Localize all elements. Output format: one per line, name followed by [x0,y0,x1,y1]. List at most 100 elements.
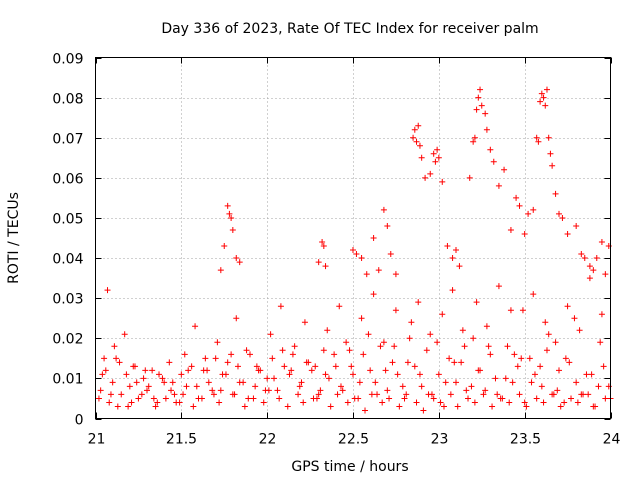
data-point [253,363,260,370]
data-point [236,379,243,386]
data-point [430,395,437,402]
data-point [573,222,580,229]
data-point [260,399,267,406]
data-point [162,395,169,402]
grid-lines [95,57,611,419]
data-point [537,98,544,105]
data-point [327,403,334,410]
data-point [379,399,386,406]
y-tick-label: 0.08 [52,92,83,108]
data-point [380,339,387,346]
x-axis-ticks: 21 21.5 22 22.5 23 23.5 24 [88,57,620,448]
data-point [502,375,509,382]
data-point [538,90,545,97]
data-point [514,363,521,370]
data-point [113,355,120,362]
data-point [370,235,377,241]
data-point [495,283,502,290]
data-point [434,146,441,153]
data-point [295,391,302,398]
data-point [435,371,442,378]
data-point [107,391,114,398]
data-point [494,391,501,398]
data-point [343,339,350,346]
data-point [217,387,224,394]
data-point [281,363,288,370]
data-point [509,379,516,386]
data-point [425,391,432,398]
data-point [128,399,135,406]
data-point [350,371,356,378]
data-point [439,178,446,185]
data-point [598,311,605,318]
data-point [485,343,492,350]
data-point [324,327,331,334]
data-point [418,383,425,390]
data-point [483,126,490,133]
data-point [111,343,118,350]
data-point [482,110,489,117]
data-point [152,403,159,410]
data-point [255,367,262,374]
data-point [518,355,525,362]
data-point [387,251,394,258]
data-point [542,102,549,109]
data-point [465,395,472,402]
data-point [363,271,370,278]
data-point [205,379,212,386]
data-point [557,403,564,410]
plot-frame [95,57,611,419]
data-point [118,391,125,398]
data-point [454,403,461,410]
data-point [444,243,451,250]
data-point [477,86,484,93]
data-point [212,355,219,362]
data-point [531,371,538,378]
data-point [396,403,403,410]
data-point [331,351,338,358]
chart-title: Day 336 of 2023, Rate Of TEC Index for r… [161,21,538,37]
data-point [332,363,339,370]
data-point [358,255,365,262]
data-point [543,86,550,93]
data-point [169,379,176,386]
data-point [540,94,547,101]
data-point [375,267,382,274]
data-point [552,190,559,197]
data-point [362,407,369,414]
data-point [217,267,224,274]
data-point [320,243,327,250]
data-point [423,347,430,354]
data-point [391,343,398,350]
data-point [403,391,410,398]
data-point [95,395,102,402]
data-point [459,327,466,334]
data-point [597,339,604,346]
data-point [562,355,569,362]
data-point [269,355,276,362]
data-point [404,359,411,366]
data-point [499,395,506,402]
x-tick-label: 22.5 [338,432,369,448]
data-point [138,391,145,398]
data-point [449,255,456,262]
data-point [602,271,609,278]
data-point [298,379,305,386]
data-point [392,271,399,278]
data-point [274,387,281,394]
data-point [202,355,209,362]
data-point [135,395,142,402]
data-point [533,395,540,402]
data-point [545,134,552,141]
data-point [456,263,463,270]
data-point [501,166,508,173]
data-point [250,395,257,402]
data-point [545,331,552,338]
data-point [125,403,132,410]
data-point [241,403,248,410]
data-point [145,383,152,390]
data-point [507,226,514,233]
data-point [446,355,453,362]
data-point [556,367,562,374]
data-point [300,399,307,406]
